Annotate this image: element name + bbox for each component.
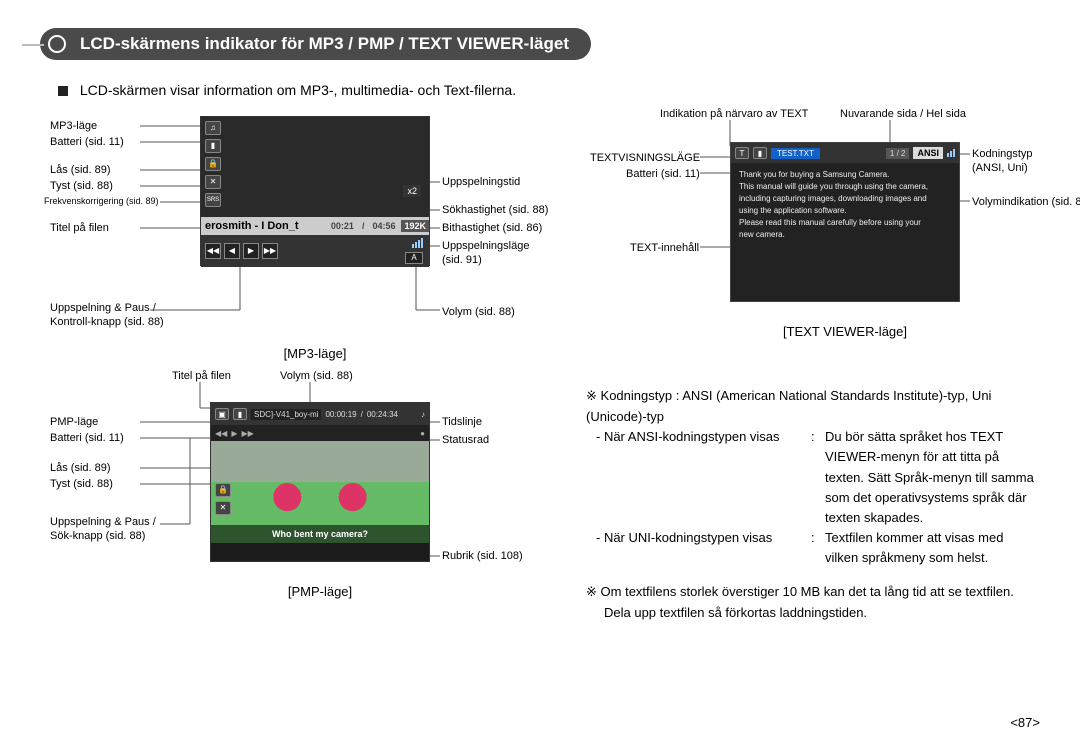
encoding-note: ※ Kodningstyp : ANSI (American National …	[586, 386, 1040, 427]
pmp-file-title: SDC]-V41_boy-mi	[251, 409, 321, 420]
text-line: Thank you for buying a Samsung Camera.	[739, 169, 951, 181]
mp3-total: 04:56	[368, 221, 399, 231]
mp3-bitrate: 192K	[401, 220, 429, 232]
text-line: This manual will guide you through using…	[739, 181, 951, 193]
battery-icon: ▮	[753, 147, 767, 159]
play-mode-icon: A	[405, 252, 423, 264]
intro-text: LCD-skärmen visar information om MP3-, m…	[80, 82, 516, 98]
lbl-pmp-status: Statusrad	[442, 434, 489, 447]
lbl-mp3-time: Uppspelningstid	[442, 176, 520, 189]
mp3-caption: [MP3-läge]	[200, 346, 430, 361]
mp3-title-bar: erosmith - I Don_t 00:21 / 04:56 192K	[201, 217, 429, 235]
enc-line: Kodningstyp : ANSI (American National St…	[586, 388, 991, 424]
play-icon: ▶	[243, 243, 259, 259]
lbl-mp3-mode: MP3-läge	[50, 120, 97, 133]
ansi-badge: ANSI	[913, 147, 943, 159]
text-icon: T	[735, 147, 749, 159]
lbl-pmp-mode: PMP-läge	[50, 416, 98, 429]
lbl-mp3-title: Titel på filen	[50, 222, 109, 235]
pmp-elapsed: 00:00:19	[325, 410, 356, 419]
size-note-2: Dela upp textfilen så förkortas laddning…	[604, 605, 867, 620]
lbl-mp3-pmode1: Uppspelningsläge	[442, 240, 529, 253]
prev-icon: ◀◀	[205, 243, 221, 259]
lock-icon: 🔒	[205, 157, 221, 171]
lbl-pmp-subtitle: Rubrik (sid. 108)	[442, 550, 523, 563]
lbl-mp3-bit: Bithastighet (sid. 86)	[442, 222, 542, 235]
text-line: new camera.	[739, 229, 951, 241]
text-page-indicator: 1 / 2	[886, 148, 910, 159]
text-line: including capturing images, downloading …	[739, 193, 951, 205]
battery-icon: ▮	[233, 408, 247, 420]
intro-line: LCD-skärmen visar information om MP3-, m…	[58, 82, 1040, 98]
mute-icon: ✕	[215, 501, 231, 515]
text-diagram: Indikation på närvaro av TEXT Nuvarande …	[580, 116, 1040, 366]
lbl-mp3-lock: Lås (sid. 89)	[50, 164, 111, 177]
text-line: using the application software.	[739, 205, 951, 217]
movie-icon: ▣	[215, 408, 229, 420]
volume-icon	[412, 238, 423, 248]
pmp-screen: ▣ ▮ SDC]-V41_boy-mi 00:00:19/00:24:34 ♪ …	[210, 402, 430, 562]
lbl-pmp-timeline: Tidslinje	[442, 416, 482, 429]
lbl-pmp-batt: Batteri (sid. 11)	[50, 432, 124, 445]
pmp-video-frame: 🔒 ✕ Who bent my camera?	[211, 441, 429, 543]
lbl-mp3-batt: Batteri (sid. 11)	[50, 136, 124, 149]
text-screen: T ▮ TEST.TXT 1 / 2 ANSI Thank you for bu…	[730, 142, 960, 302]
fwd-icon: ▶▶	[262, 243, 278, 259]
mp3-elapsed: 00:21	[327, 221, 358, 231]
volume-icon: ♪	[421, 410, 425, 419]
lbl-txt-mode: TEXTVISNINGSLÄGE	[590, 152, 700, 165]
text-caption: [TEXT VIEWER-läge]	[730, 324, 960, 339]
mp3-diagram: MP3-läge Batteri (sid. 11) Lås (sid. 89)…	[80, 116, 560, 376]
rew-icon: ◀	[224, 243, 240, 259]
pmp-total: 00:24:34	[367, 410, 398, 419]
page-number: <87>	[1010, 715, 1040, 730]
uni-val: Textfilen kommer att visas med vilken sp…	[825, 528, 1040, 568]
lbl-txt-enc2: (ANSI, Uni)	[972, 162, 1028, 175]
pmp-caption: [PMP-läge]	[210, 584, 430, 599]
lbl-pmp-titletop: Titel på filen	[172, 370, 231, 383]
uni-key: - När UNI-kodningstypen visas	[596, 528, 811, 568]
size-note-1: Om textfilens storlek överstiger 10 MB k…	[601, 584, 1014, 599]
lbl-mp3-eq: Frekvenskorrigering (sid. 89)	[44, 196, 159, 207]
page-title: LCD-skärmens indikator för MP3 / PMP / T…	[40, 28, 591, 60]
search-speed: x2	[403, 185, 421, 197]
headphone-icon: ♫	[205, 121, 221, 135]
lbl-pmp-play2: Sök-knapp (sid. 88)	[50, 530, 145, 543]
text-filename: TEST.TXT	[771, 148, 820, 159]
lbl-mp3-speed: Sökhastighet (sid. 88)	[442, 204, 548, 217]
square-bullet-icon	[58, 86, 68, 96]
text-line: Please read this manual carefully before…	[739, 217, 951, 229]
lbl-txt-vol: Volymindikation (sid. 88)	[972, 196, 1080, 209]
lbl-pmp-lock: Lås (sid. 89)	[50, 462, 111, 475]
ansi-val: Du bör sätta språket hos TEXT VIEWER-men…	[825, 427, 1040, 528]
mute-icon: ✕	[205, 175, 221, 189]
mp3-screen: ♫ ▮ 🔒 ✕ SRS x2 erosmith - I Don_t 00:21 …	[200, 116, 430, 266]
pmp-subtitle-bar: Who bent my camera?	[211, 525, 429, 543]
lbl-pmp-voltop: Volym (sid. 88)	[280, 370, 353, 383]
lbl-pmp-mute: Tyst (sid. 88)	[50, 478, 113, 491]
ansi-row: - När ANSI-kodningstypen visas : Du bör …	[596, 427, 1040, 528]
battery-icon: ▮	[205, 139, 221, 153]
lbl-mp3-vol: Volym (sid. 88)	[442, 306, 515, 319]
lbl-mp3-play1: Uppspelning & Paus /	[50, 302, 156, 315]
pmp-diagram: Titel på filen Volym (sid. 88) PMP-läge …	[80, 376, 560, 636]
lbl-mp3-pmode2: (sid. 91)	[442, 254, 482, 267]
size-note: ※ Om textfilens storlek överstiger 10 MB…	[586, 582, 1040, 623]
lock-icon: 🔒	[215, 483, 231, 497]
lbl-txt-indic: Indikation på närvaro av TEXT	[660, 108, 808, 121]
lbl-pmp-play1: Uppspelning & Paus /	[50, 516, 156, 529]
lbl-txt-enc1: Kodningstyp	[972, 148, 1033, 161]
lbl-mp3-play2: Kontroll-knapp (sid. 88)	[50, 316, 164, 329]
lbl-mp3-mute: Tyst (sid. 88)	[50, 180, 113, 193]
lbl-txt-body: TEXT-innehåll	[630, 242, 699, 255]
srs-icon: SRS	[205, 193, 221, 207]
ansi-key: - När ANSI-kodningstypen visas	[596, 427, 811, 528]
text-body: Thank you for buying a Samsung Camera. T…	[731, 163, 959, 247]
volume-icon	[947, 149, 955, 157]
mp3-file-title: erosmith - I Don_t	[201, 220, 327, 232]
uni-row: - När UNI-kodningstypen visas : Textfile…	[596, 528, 1040, 568]
lbl-txt-pages: Nuvarande sida / Hel sida	[840, 108, 966, 121]
lbl-txt-batt: Batteri (sid. 11)	[626, 168, 700, 181]
